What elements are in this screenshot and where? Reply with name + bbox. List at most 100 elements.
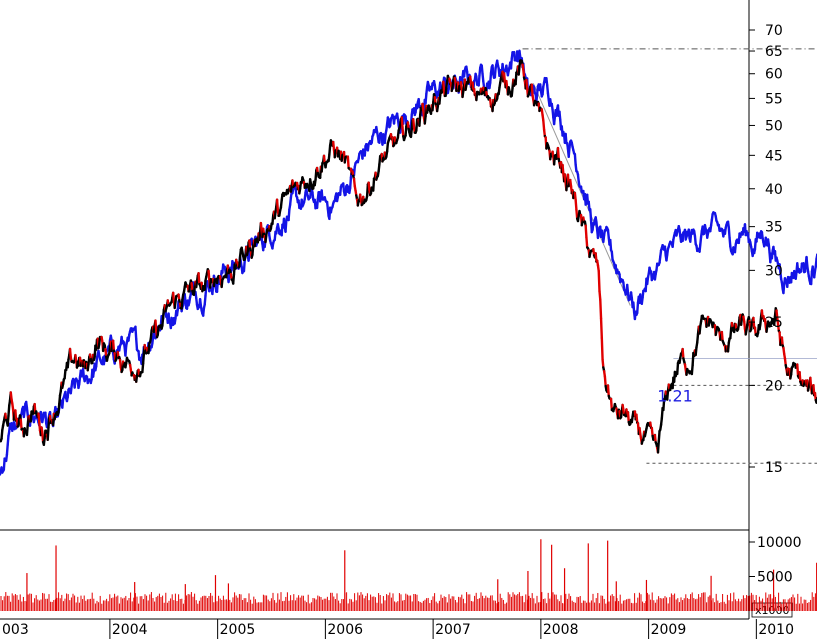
primary-line-segment [809,376,813,390]
primary-line-segment [87,355,91,366]
primary-line-segment [275,198,280,211]
primary-line-segment [192,286,196,296]
comparison-line-segment [809,270,814,286]
primary-line-segment [561,163,565,175]
comparison-line-segment [632,301,636,314]
primary-line-segment [418,113,422,127]
primary-line-segment [332,140,336,152]
comparison-line-segment [535,85,540,95]
comparison-line-segment [671,238,675,248]
comparison-line-segment [320,189,324,201]
primary-line-segment [38,420,42,432]
primary-line-segment [796,363,800,378]
primary-line-segment [141,352,146,365]
primary-line-segment [412,117,416,129]
comparison-line-segment [814,257,817,268]
primary-line-segment [666,389,670,401]
primary-line-segment [574,198,578,211]
primary-line-segment [653,433,657,444]
primary-line-segment [225,268,229,279]
price-tick-label: 45 [765,148,783,164]
price-tick-label: 55 [765,91,783,107]
time-axis-ticks: 003 2004 2005 2006 2007 2008 2009 2010 [2,619,794,639]
annotations: 1.21 [657,386,693,405]
year-tick-label: 2007 [435,622,471,638]
primary-line-segment [29,410,33,423]
comparison-line-segment [378,132,382,144]
primary-line-segment [248,239,252,250]
primary-line-segment [696,332,700,344]
primary-line-segment [510,86,514,97]
comparison-line-segment [294,184,298,198]
comparison-line-segment [509,57,513,70]
comparison-line-segment [242,259,246,273]
primary-line-segment [759,315,763,326]
comparison-line-segment [698,243,702,253]
primary-line-segment [320,161,324,173]
comparison-line-segment [477,74,481,87]
comparison-line-segment [767,243,771,255]
comparison-line-segment [589,208,593,222]
primary-line-segment [149,329,153,340]
primary-line-segment [752,316,756,330]
primary-line-segment [635,413,639,424]
comparison-line-segment [622,281,626,291]
primary-line-segment [314,169,318,182]
primary-line-segment [585,236,589,249]
comparison-line-segment [481,72,485,83]
primary-line-segment [563,173,567,185]
primary-line-segment [259,221,263,232]
primary-line-segment [171,291,176,303]
year-tick-label: 003 [2,622,29,638]
primary-line-segment [650,426,654,438]
price-axis-ticks: 15 20 25 30 35 40 45 50 55 60 65 70 [749,23,783,476]
primary-line-segment [147,342,151,355]
primary-line-segment [600,336,604,361]
primary-line-segment [238,254,242,268]
comparison-line-segment [805,255,809,267]
comparison-line-segment [491,64,495,76]
primary-line-segment [404,124,408,137]
primary-line-segment [444,86,448,97]
primary-line-segment [104,347,108,358]
comparison-line-segment [44,411,48,425]
primary-line-segment [442,80,446,92]
primary-line-segment [372,177,376,192]
primary-line-segment [57,402,61,414]
primary-line-segment [798,371,802,383]
volume-bars [0,539,817,611]
primary-line-segment [385,142,390,153]
primary-line-segment [517,65,521,76]
primary-line-segment [118,358,123,369]
comparison-line-segment [383,132,387,145]
comparison-line-segment [5,443,9,456]
price-tick-label: 65 [765,44,783,60]
volume-axis-ticks: 5000 10000 [749,535,802,586]
comparison-line-segment [782,282,786,295]
comparison-line-segment [78,375,82,386]
primary-line-segment [207,269,211,282]
comparison-line-segment [541,85,545,96]
comparison-line-segment [348,176,353,190]
primary-line-segment [156,326,160,337]
comparison-line-segment [135,337,139,351]
price-tick-label: 20 [765,378,783,394]
comparison-line-segment [284,219,288,233]
comparison-line-segment [388,117,393,127]
primary-line-segment [742,320,747,331]
comparison-line-segment [352,165,356,177]
comparison-line-segment [203,294,207,306]
year-tick-label: 2010 [758,622,794,638]
primary-line-segment [258,230,262,242]
comparison-line-segment [687,228,691,240]
comparison-line-segment [811,265,815,275]
primary-line-segment [203,279,207,291]
primary-line-segment [352,177,356,188]
primary-line-segment [328,144,332,156]
primary-line-segment [597,269,601,293]
primary-line-segment [378,155,382,166]
primary-line-segment [626,411,630,424]
price-tick-label: 30 [765,263,783,279]
comparison-line-segment [626,283,630,294]
